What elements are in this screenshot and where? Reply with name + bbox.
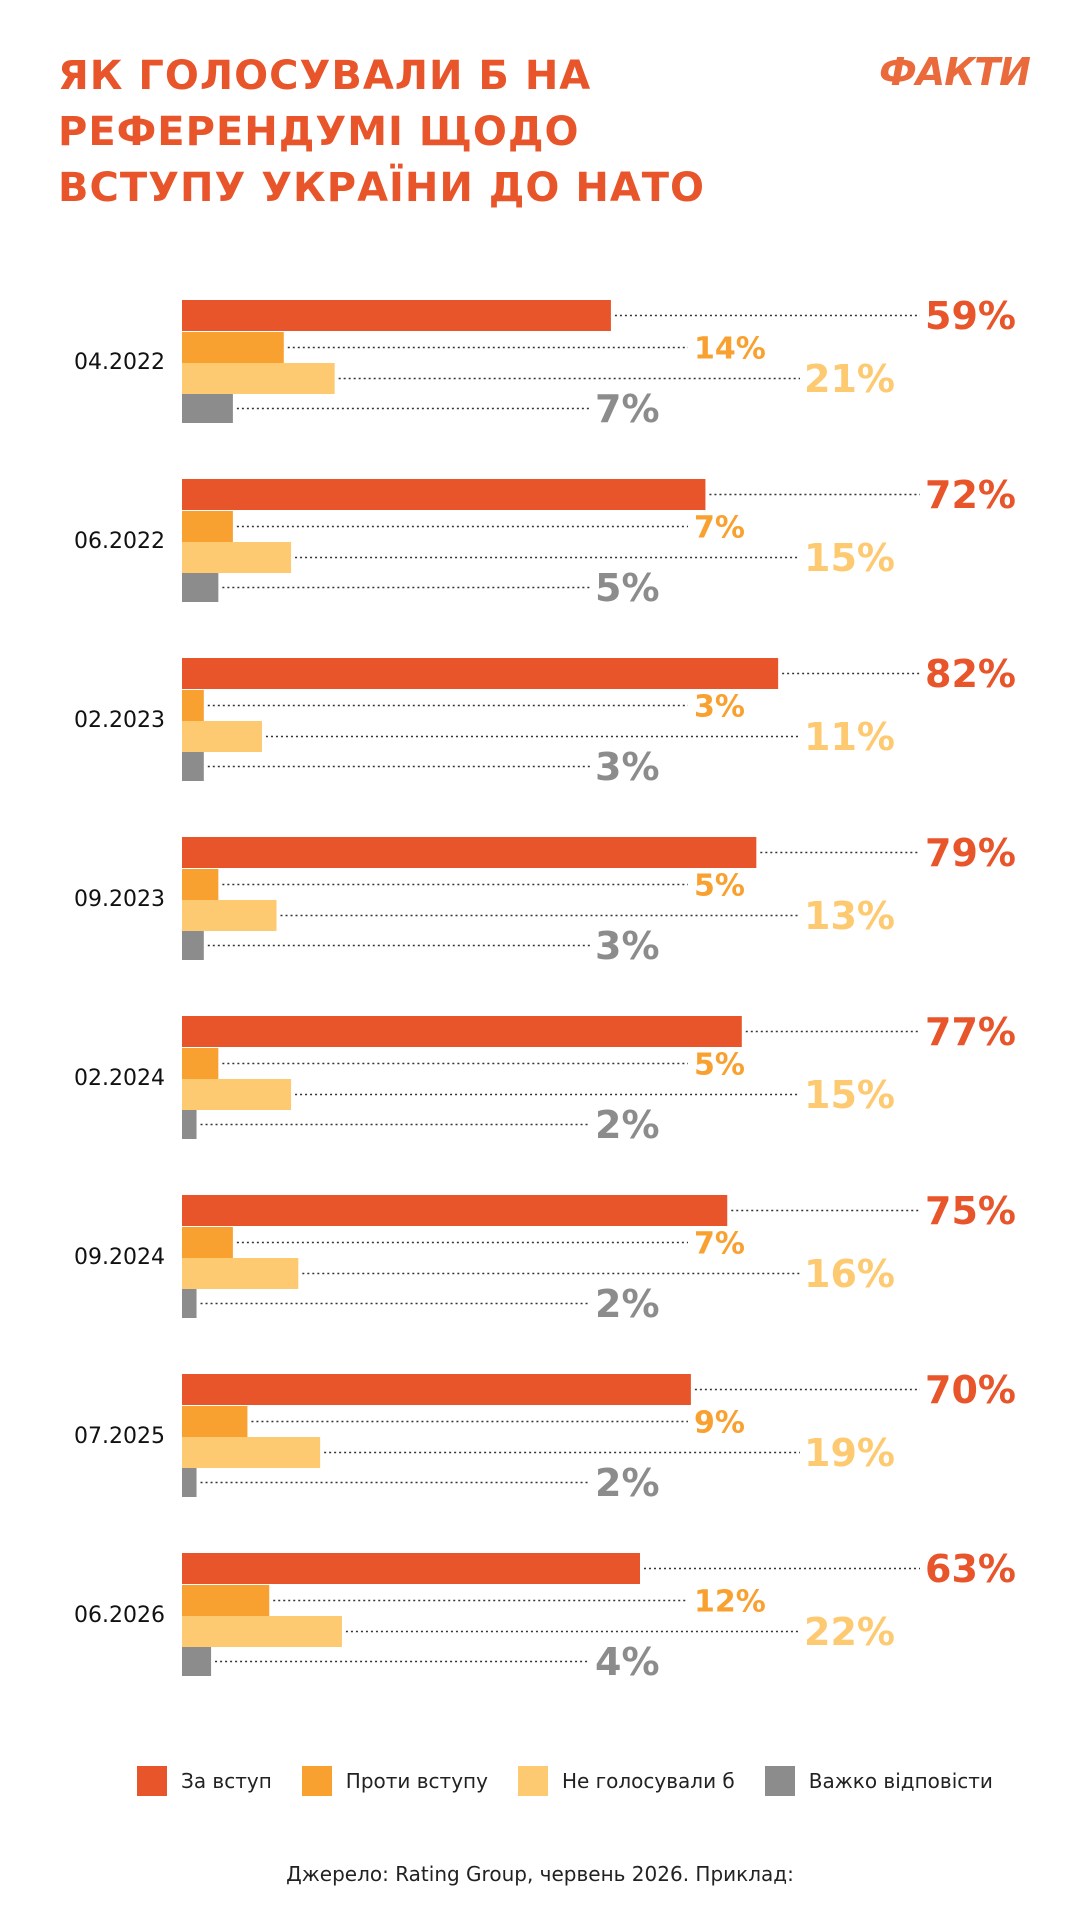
chart-title-line: ЯК ГОЛОСУВАЛИ Б НА bbox=[58, 53, 592, 99]
data-label: 13% bbox=[804, 894, 895, 938]
data-label: 3% bbox=[595, 745, 660, 789]
legend-swatch-hard-to-say bbox=[764, 1766, 795, 1796]
data-label: 63% bbox=[925, 1547, 1016, 1591]
bar-hard-to-say bbox=[182, 1468, 197, 1497]
chart-legend: За вступ Проти вступу Не голосували б Ва… bbox=[137, 1763, 993, 1799]
data-label: 5% bbox=[694, 868, 745, 903]
data-label: 5% bbox=[694, 1047, 745, 1082]
legend-swatch-not-voting bbox=[517, 1766, 548, 1796]
bar-for bbox=[182, 1016, 742, 1047]
bar-against bbox=[182, 332, 284, 363]
bar-for bbox=[182, 837, 757, 868]
data-label: 3% bbox=[595, 924, 660, 968]
data-label: 15% bbox=[804, 536, 895, 580]
bar-not-voting bbox=[182, 721, 262, 752]
data-label: 4% bbox=[595, 1640, 660, 1684]
bar-against bbox=[182, 1406, 248, 1437]
chart-title-line: ВСТУПУ УКРАЇНИ ДО НАТО bbox=[58, 165, 706, 211]
bar-for bbox=[182, 658, 779, 689]
bar-not-voting bbox=[182, 1437, 321, 1468]
bar-for bbox=[182, 1553, 641, 1584]
data-label: 22% bbox=[804, 1610, 895, 1654]
legend-swatch-for bbox=[137, 1766, 167, 1796]
bar-for bbox=[182, 479, 706, 510]
bar-against bbox=[182, 690, 204, 721]
bar-hard-to-say bbox=[182, 394, 233, 423]
fakty-logo: ФАКТИ bbox=[879, 50, 1031, 94]
data-label: 79% bbox=[925, 831, 1016, 875]
data-label: 19% bbox=[804, 1431, 895, 1475]
data-label: 3% bbox=[694, 689, 745, 724]
data-label: 75% bbox=[925, 1189, 1016, 1233]
bar-against bbox=[182, 1227, 233, 1258]
bar-for bbox=[182, 300, 611, 331]
category-label: 06.2022 bbox=[74, 529, 165, 554]
bar-hard-to-say bbox=[182, 573, 219, 602]
data-label: 9% bbox=[694, 1405, 745, 1440]
data-label: 2% bbox=[595, 1461, 660, 1505]
legend-label: Важко відповісти bbox=[808, 1769, 993, 1793]
data-label: 82% bbox=[925, 652, 1016, 696]
chart-title-line: РЕФЕРЕНДУМІ ЩОДО bbox=[58, 109, 580, 155]
data-label: 2% bbox=[595, 1103, 660, 1147]
legend-label: Не голосували б bbox=[561, 1769, 735, 1793]
bar-hard-to-say bbox=[182, 931, 204, 960]
data-label: 12% bbox=[694, 1584, 766, 1619]
bar-hard-to-say bbox=[182, 1289, 197, 1318]
data-label: 7% bbox=[595, 387, 660, 431]
bar-not-voting bbox=[182, 900, 277, 931]
data-label: 5% bbox=[595, 566, 660, 610]
category-label: 09.2023 bbox=[74, 887, 165, 912]
bar-chart: 04.2022 59% 14% 21% 7% 06.2022 72% 7% 15% 5% 02.20… bbox=[74, 294, 1016, 1684]
data-label: 7% bbox=[694, 510, 745, 545]
category-label: 02.2023 bbox=[74, 708, 165, 733]
legend-swatch-against bbox=[301, 1766, 332, 1796]
bar-hard-to-say bbox=[182, 1110, 197, 1139]
legend-item-against: Проти вступу bbox=[301, 1766, 488, 1796]
legend-item-not-voting: Не голосували б bbox=[517, 1766, 735, 1796]
category-label: 06.2026 bbox=[74, 1603, 165, 1628]
legend-item-for: За вступ bbox=[137, 1766, 272, 1796]
bar-against bbox=[182, 1585, 270, 1616]
legend-label: Проти вступу bbox=[345, 1769, 488, 1793]
bar-hard-to-say bbox=[182, 752, 204, 781]
bar-not-voting bbox=[182, 542, 292, 573]
bar-not-voting bbox=[182, 1258, 299, 1289]
chart-title: ЯК ГОЛОСУВАЛИ Б НА РЕФЕРЕНДУМІ ЩОДО ВСТУ… bbox=[58, 48, 778, 216]
bar-not-voting bbox=[182, 363, 335, 394]
data-label: 59% bbox=[925, 294, 1016, 338]
data-label: 15% bbox=[804, 1073, 895, 1117]
bar-against bbox=[182, 511, 233, 542]
category-label: 07.2025 bbox=[74, 1424, 165, 1449]
bar-hard-to-say bbox=[182, 1647, 212, 1676]
bar-against bbox=[182, 1048, 219, 1079]
data-label: 21% bbox=[804, 357, 895, 401]
data-label: 7% bbox=[694, 1226, 745, 1261]
bar-against bbox=[182, 869, 219, 900]
data-label: 72% bbox=[925, 473, 1016, 517]
data-label: 77% bbox=[925, 1010, 1016, 1054]
legend-label: За вступ bbox=[181, 1769, 272, 1793]
data-label: 14% bbox=[694, 331, 766, 366]
legend-item-hard-to-say: Важко відповісти bbox=[764, 1766, 993, 1796]
data-label: 11% bbox=[804, 715, 895, 759]
data-label: 16% bbox=[804, 1252, 895, 1296]
category-label: 02.2024 bbox=[74, 1066, 165, 1091]
data-label: 70% bbox=[925, 1368, 1016, 1412]
bar-for bbox=[182, 1374, 691, 1405]
data-label: 2% bbox=[595, 1282, 660, 1326]
category-label: 09.2024 bbox=[74, 1245, 165, 1270]
bar-not-voting bbox=[182, 1079, 292, 1110]
category-label: 04.2022 bbox=[74, 350, 165, 375]
bar-for bbox=[182, 1195, 728, 1226]
source-note: Джерело: Rating Group, червень 2026. При… bbox=[286, 1862, 794, 1886]
bar-not-voting bbox=[182, 1616, 342, 1647]
